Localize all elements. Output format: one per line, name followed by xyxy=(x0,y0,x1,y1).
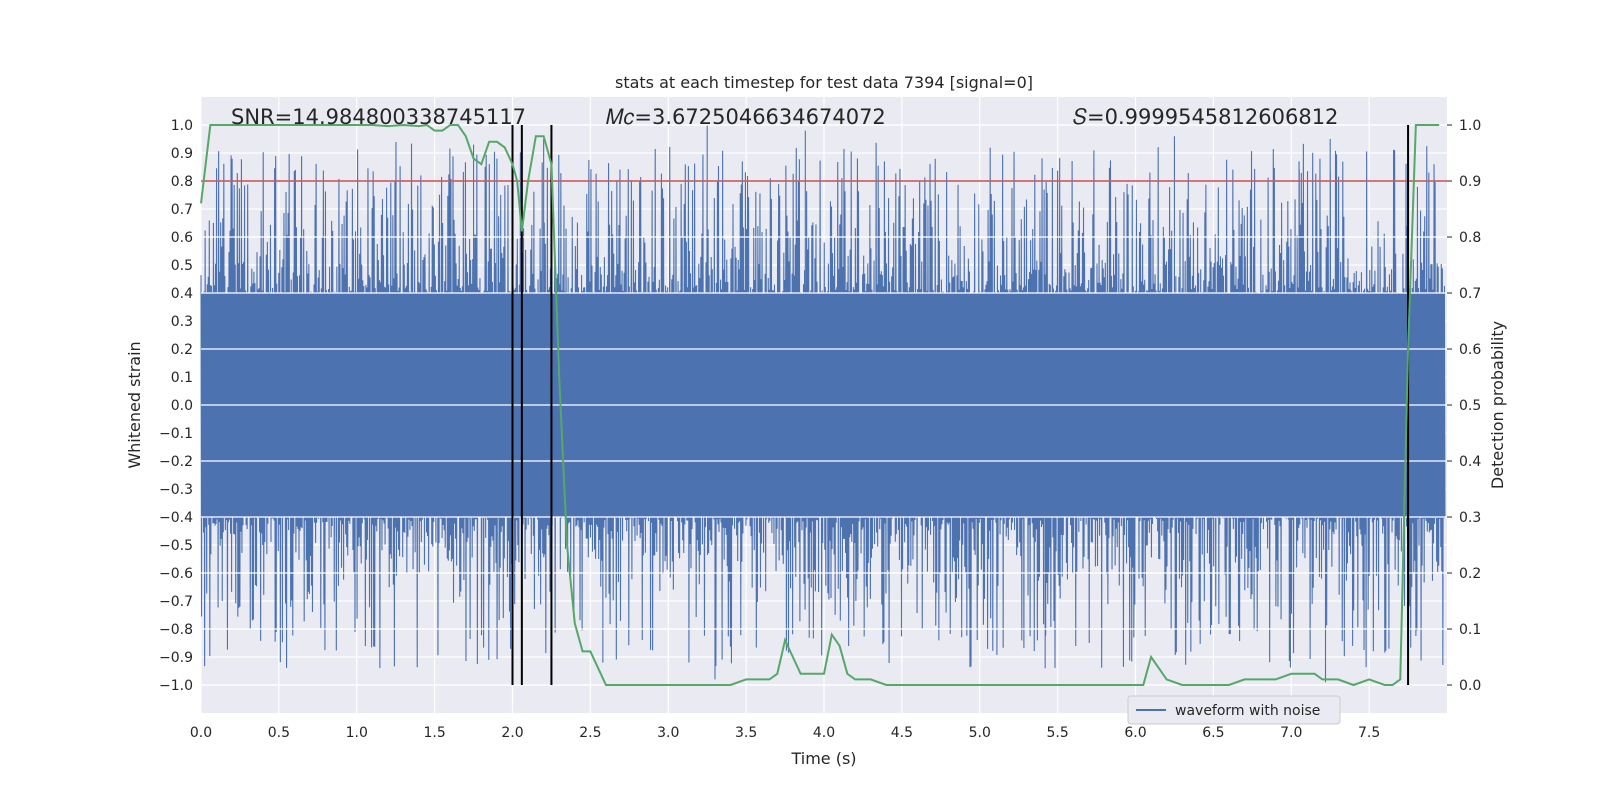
y-right-tick-label: 0.4 xyxy=(1459,454,1481,470)
x-tick-label: 4.0 xyxy=(813,725,835,741)
y-left-tick-label: −0.4 xyxy=(159,510,193,526)
y-right-axis-label: Detection probability xyxy=(1488,321,1507,489)
y-left-tick-label: 0.8 xyxy=(171,174,193,190)
y-left-tick-label: −0.3 xyxy=(159,482,193,498)
x-tick-label: 2.5 xyxy=(579,725,601,741)
x-tick-label: 5.0 xyxy=(969,725,991,741)
y-right-axis-ticks: 1.0 0.9 0.8 0.7 0.6 0.5 0.4 0.3 0.2 0.1 0.0 xyxy=(1447,118,1481,694)
y-left-tick-label: 0.5 xyxy=(171,258,193,274)
y-right-tick-label: 0.9 xyxy=(1459,174,1481,190)
probability-line xyxy=(200,123,1440,687)
legend-box xyxy=(1127,695,1341,725)
probability-series xyxy=(200,123,1440,687)
score-annotation: 𝑆=0.9999545812606812 xyxy=(1073,105,1338,129)
y-left-tick-label: 0.3 xyxy=(171,314,193,330)
vertical-markers xyxy=(511,125,1410,685)
x-tick-label: 2.0 xyxy=(501,725,523,741)
x-axis-label: Time (s) xyxy=(790,749,856,768)
y-left-tick-label: −0.6 xyxy=(159,566,193,582)
y-right-tick-label: 0.8 xyxy=(1459,230,1481,246)
y-right-tick-label: 0.6 xyxy=(1459,342,1481,358)
chart-title: stats at each timestep for test data 739… xyxy=(615,73,1033,92)
x-tick-label: 0.0 xyxy=(190,725,212,741)
y-right-tick-label: 0.5 xyxy=(1459,398,1481,414)
y-left-tick-label: −0.8 xyxy=(159,622,193,638)
x-tick-label: 3.0 xyxy=(657,725,679,741)
x-tick-label: 6.0 xyxy=(1124,725,1146,741)
snr-annotation: SNR=14.984800338745117 xyxy=(231,105,526,129)
x-tick-label: 7.0 xyxy=(1280,725,1302,741)
x-tick-label: 3.5 xyxy=(735,725,757,741)
y-right-tick-label: 1.0 xyxy=(1459,118,1481,134)
y-left-tick-label: −0.5 xyxy=(159,538,193,554)
x-tick-label: 7.5 xyxy=(1358,725,1380,741)
y-left-tick-label: −0.2 xyxy=(159,454,193,470)
y-left-tick-label: 0.4 xyxy=(171,286,193,302)
y-right-tick-label: 0.7 xyxy=(1459,286,1481,302)
x-tick-label: 6.5 xyxy=(1202,725,1224,741)
y-right-tick-label: 0.3 xyxy=(1459,510,1481,526)
x-tick-label: 1.5 xyxy=(423,725,445,741)
y-left-tick-label: 0.7 xyxy=(171,202,193,218)
y-left-tick-label: 0.0 xyxy=(171,398,193,414)
y-left-axis-label: Whitened strain xyxy=(125,341,144,468)
x-axis-ticks: 0.0 0.5 1.0 1.5 2.0 2.5 3.0 3.5 4.0 4.5 5.0 5.5 6.0 6… xyxy=(190,725,1380,741)
x-tick-label: 5.5 xyxy=(1046,725,1068,741)
y-right-tick-label: 0.0 xyxy=(1459,678,1481,694)
x-tick-label: 4.5 xyxy=(891,725,913,741)
legend: waveform with noise xyxy=(1127,695,1341,725)
y-left-tick-label: −0.1 xyxy=(159,426,193,442)
y-left-tick-label: 0.2 xyxy=(171,342,193,358)
chirp-mass-annotation: 𝑀𝑐=3.6725046634674072 xyxy=(606,105,886,129)
y-left-tick-label: 0.1 xyxy=(171,370,193,386)
y-left-axis-ticks: 1.0 0.9 0.8 0.7 0.6 0.5 0.4 0.3 0.2 0.1 0.0 −0.1 −0.… xyxy=(159,118,193,694)
y-left-tick-label: −1.0 xyxy=(159,678,193,694)
y-right-tick-label: 0.2 xyxy=(1459,566,1481,582)
y-left-tick-label: 1.0 xyxy=(171,118,193,134)
y-left-tick-label: −0.9 xyxy=(159,650,193,666)
x-tick-label: 0.5 xyxy=(268,725,290,741)
legend-label: waveform with noise xyxy=(1175,703,1320,719)
y-left-tick-label: 0.6 xyxy=(171,230,193,246)
y-right-tick-label: 0.1 xyxy=(1459,622,1481,638)
y-left-tick-label: −0.7 xyxy=(159,594,193,610)
y-left-tick-label: 0.9 xyxy=(171,146,193,162)
x-tick-label: 1.0 xyxy=(346,725,368,741)
